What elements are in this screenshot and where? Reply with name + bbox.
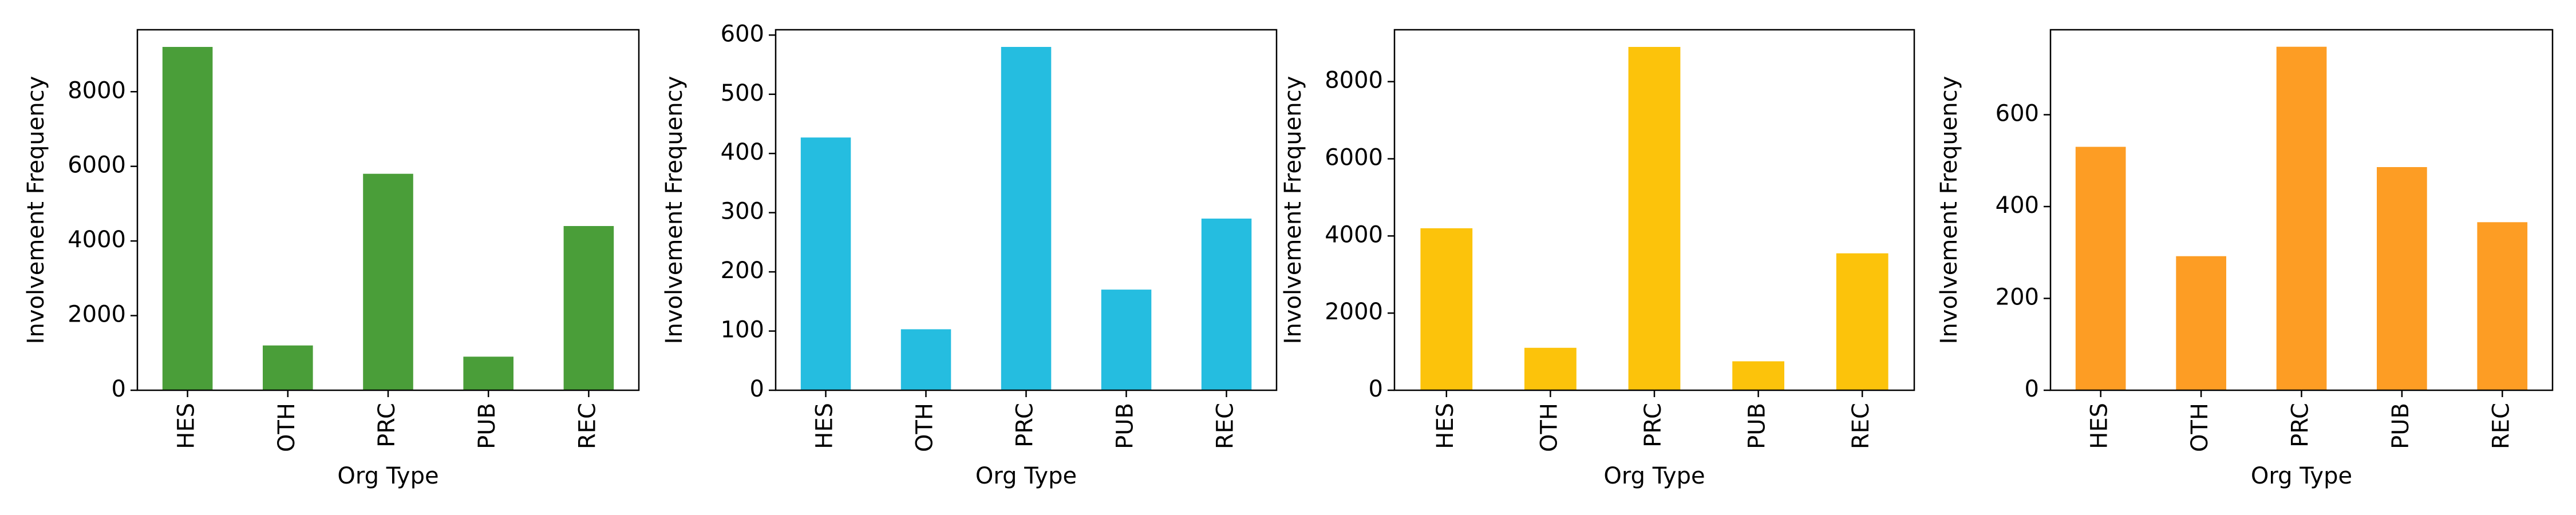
y-tick-label: 2000 [68,302,126,328]
bar-prc [1001,47,1052,390]
y-tick-label: 0 [2025,376,2039,402]
x-tick-label: PRC [374,403,400,447]
bar-pub [1101,290,1152,390]
y-tick-label: 600 [721,21,764,47]
x-tick-label: HES [2087,403,2113,449]
y-tick-label: 8000 [68,77,126,104]
x-axis-title: Org Type [1603,463,1705,489]
x-tick-label: HES [173,403,200,449]
bar-pub [2377,167,2427,390]
bar-prc [2276,46,2327,390]
x-axis-title: Org Type [337,463,438,489]
x-tick-label: REC [2488,403,2514,449]
y-axis-title: Involvement Frequency [1936,76,1962,344]
y-axis-title: Involvement Frequency [1280,76,1306,344]
chart-panel-4: 0 200 400 600 HES OTH PRC PUB REC Org Type Involve… [1936,29,2554,489]
x-tick-label: PUB [1112,403,1139,449]
y-tick-label: 4000 [68,227,126,253]
y-tick-label: 8000 [1325,68,1383,94]
bar-rec [2477,222,2528,390]
bar-pub [463,356,513,390]
x-tick-label: PRC [2287,403,2314,447]
bar-hes [800,137,851,391]
x-axis-title: Org Type [975,463,1077,489]
x-tick-label: REC [574,403,600,449]
y-tick-label: 100 [721,317,764,343]
x-tick-label: OTH [912,403,938,452]
y-axis-title: Involvement Frequency [23,76,49,344]
x-tick-label: OTH [274,403,300,452]
x-tick-label: PUB [1744,403,1771,449]
y-tick-label: 600 [1996,100,2039,126]
bar-hes [1420,228,1473,390]
x-tick-label: PRC [1640,403,1666,447]
y-tick-label: 400 [721,139,764,165]
chart-panel-3: 0 2000 4000 6000 8000 HES OTH PRC PUB REC Org Type… [1280,29,1915,489]
y-tick-label: 300 [721,199,764,225]
x-tick-label: HES [1432,403,1459,449]
x-tick-label: OTH [1536,403,1562,452]
chart-panel-1: 0 2000 4000 6000 8000 HES OTH PRC PUB REC Org Type… [23,29,640,489]
y-tick-label: 2000 [1325,299,1383,325]
bar-pub [1732,361,1784,390]
y-tick-label: 0 [1369,376,1383,402]
x-tick-label: PUB [2388,403,2414,449]
bar-prc [363,173,413,390]
bar-hes [2075,146,2126,390]
y-axis-title: Involvement Frequency [661,76,688,344]
bar-oth [1524,347,1577,390]
bar-rec [1201,219,1252,390]
y-tick-label: 6000 [1325,145,1383,171]
x-tick-label: OTH [2187,403,2213,452]
y-tick-label: 0 [112,376,126,402]
y-tick-label: 200 [1996,284,2039,310]
y-tick-label: 500 [721,80,764,106]
x-tick-label: REC [1848,403,1874,449]
x-tick-label: PUB [474,403,500,449]
x-tick-label: PRC [1012,403,1038,447]
y-tick-label: 6000 [68,152,126,179]
bar-oth [2176,256,2226,390]
y-tick-label: 400 [1996,192,2039,219]
x-tick-label: HES [812,403,838,449]
bar-hes [162,47,213,390]
bar-oth [263,345,313,390]
x-axis-title: Org Type [2251,463,2352,489]
y-tick-label: 4000 [1325,221,1383,248]
bar-rec [563,226,614,390]
bar-prc [1628,47,1681,390]
y-tick-label: 0 [750,376,764,402]
bar-oth [900,329,951,390]
x-tick-label: REC [1212,403,1239,449]
chart-panel-2: 0 100 200 300 400 500 600 HES OTH PRC PUB REC Org Ty… [661,21,1278,489]
y-tick-label: 200 [721,258,764,284]
bar-rec [1836,253,1888,390]
